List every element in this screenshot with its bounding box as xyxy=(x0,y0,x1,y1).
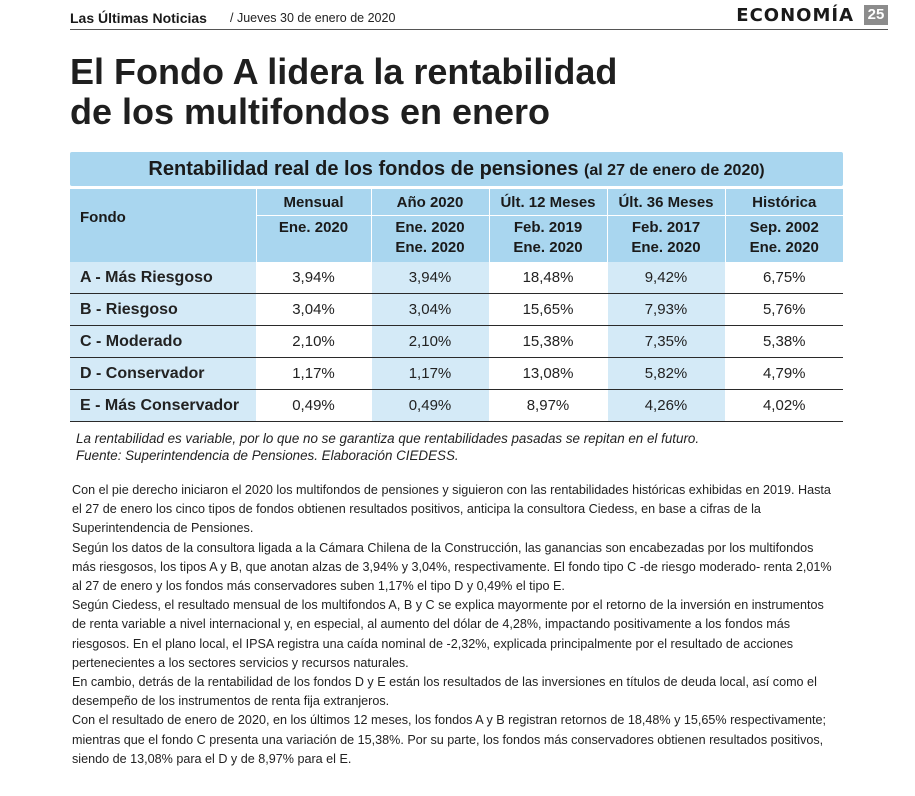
newspaper-name: Las Últimas Noticias xyxy=(70,10,207,26)
table-row: E - Más Conservador 0,49% 0,49% 8,97% 4,… xyxy=(70,389,843,422)
period-end: Ene. 2020 xyxy=(395,239,465,256)
table-title-date: (al 27 de enero de 2020) xyxy=(584,162,765,179)
fund-name: A - Más Riesgoso xyxy=(70,262,256,294)
returns-table: Fondo Mensual Año 2020 Últ. 12 Meses Últ… xyxy=(70,189,843,422)
table-title-main: Rentabilidad real de los fondos de pensi… xyxy=(148,158,579,180)
cell-ult-36-meses: 4,26% xyxy=(606,389,725,422)
table-row: C - Moderado 2,10% 2,10% 15,38% 7,35% 5,… xyxy=(70,325,843,358)
issue-date: / Jueves 30 de enero de 2020 xyxy=(230,11,396,25)
fund-name: E - Más Conservador xyxy=(70,389,256,422)
cell-mensual: 2,10% xyxy=(255,325,371,358)
period-end: Ene. 2020 xyxy=(631,239,701,256)
header-ano-2020: Año 2020 xyxy=(370,189,489,216)
cell-ult-12-meses: 15,38% xyxy=(488,325,607,358)
article-paragraph: Con el pie derecho iniciaron el 2020 los… xyxy=(72,483,831,536)
period-start: Feb. 2019 xyxy=(513,219,583,236)
cell-historica: 4,79% xyxy=(724,357,843,390)
cell-ult-36-meses: 7,93% xyxy=(606,293,725,326)
cell-historica: 4,02% xyxy=(724,389,843,422)
headline-line-2: de los multifondos en enero xyxy=(70,91,551,132)
cell-ult-36-meses: 7,35% xyxy=(606,325,725,358)
cell-ult-12-meses: 13,08% xyxy=(488,357,607,390)
article-paragraph: Con el resultado de enero de 2020, en lo… xyxy=(72,713,826,766)
header-historica: Histórica xyxy=(724,189,843,216)
article-paragraph: Según los datos de la consultora ligada … xyxy=(72,540,832,594)
period-start: Feb. 2017 xyxy=(631,219,701,236)
header-mensual: Mensual xyxy=(255,189,371,216)
cell-ult-36-meses: 5,82% xyxy=(606,357,725,390)
cell-ano-2020: 3,94% xyxy=(370,262,489,294)
table-notes: La rentabilidad es variable, por lo que … xyxy=(76,430,856,464)
cell-ano-2020: 1,17% xyxy=(370,357,489,390)
period-ult-36-meses: Feb. 2017 Ene. 2020 xyxy=(606,215,725,262)
period-ult-12-meses: Feb. 2019 Ene. 2020 xyxy=(488,215,607,262)
cell-mensual: 3,04% xyxy=(255,293,371,326)
fund-name: C - Moderado xyxy=(70,325,256,358)
section-name: ECONOMÍA xyxy=(736,5,854,26)
fund-name: B - Riesgoso xyxy=(70,293,256,326)
headline: El Fondo A lidera la rentabilidad de los… xyxy=(70,52,870,132)
page-number: 25 xyxy=(864,5,888,25)
cell-ult-36-meses: 9,42% xyxy=(606,262,725,294)
cell-historica: 6,75% xyxy=(724,262,843,294)
period-start: Ene. 2020 xyxy=(278,219,349,236)
source-note: Fuente: Superintendencia de Pensiones. E… xyxy=(76,448,459,463)
cell-mensual: 1,17% xyxy=(255,357,371,390)
period-start: Sep. 2002 xyxy=(749,219,819,236)
table-period-row: Ene. 2020 Ene. 2020 Ene. 2020 Feb. 2019 En… xyxy=(70,215,843,262)
cell-ano-2020: 2,10% xyxy=(370,325,489,358)
returns-table-box: Rentabilidad real de los fondos de pensi… xyxy=(70,152,843,422)
article-body: Con el pie derecho iniciaron el 2020 los… xyxy=(72,481,832,769)
cell-historica: 5,76% xyxy=(724,293,843,326)
headline-line-1: El Fondo A lidera la rentabilidad xyxy=(70,51,618,92)
disclaimer-note: La rentabilidad es variable, por lo que … xyxy=(76,431,700,446)
period-mensual: Ene. 2020 xyxy=(255,215,371,262)
cell-historica: 5,38% xyxy=(724,325,843,358)
cell-mensual: 3,94% xyxy=(255,262,371,294)
table-title: Rentabilidad real de los fondos de pensi… xyxy=(70,152,843,186)
cell-ult-12-meses: 8,97% xyxy=(488,389,607,422)
fund-name: D - Conservador xyxy=(70,357,256,390)
cell-ult-12-meses: 18,48% xyxy=(488,262,607,294)
table-row: D - Conservador 1,17% 1,17% 13,08% 5,82%… xyxy=(70,357,843,390)
article-paragraph: En cambio, detrás de la rentabilidad de … xyxy=(72,675,817,709)
table-row: A - Más Riesgoso 3,94% 3,94% 18,48% 9,42… xyxy=(70,262,843,294)
article-paragraph: Según Ciedess, el resultado mensual de l… xyxy=(72,598,824,670)
cell-ano-2020: 3,04% xyxy=(370,293,489,326)
header-fondo: Fondo xyxy=(70,189,256,262)
period-ano-2020: Ene. 2020 Ene. 2020 xyxy=(370,215,489,262)
cell-mensual: 0,49% xyxy=(255,389,371,422)
header-ult-12-meses: Últ. 12 Meses xyxy=(488,189,607,216)
table-header-row: Fondo Mensual Año 2020 Últ. 12 Meses Últ… xyxy=(70,189,843,262)
header-ult-36-meses: Últ. 36 Meses xyxy=(606,189,725,216)
masthead: Las Últimas Noticias / Jueves 30 de ener… xyxy=(70,5,888,30)
period-historica: Sep. 2002 Ene. 2020 xyxy=(724,215,843,262)
period-start: Ene. 2020 xyxy=(395,219,465,236)
table-row: B - Riesgoso 3,04% 3,04% 15,65% 7,93% 5,… xyxy=(70,293,843,326)
period-end: Ene. 2020 xyxy=(749,239,819,256)
period-end: Ene. 2020 xyxy=(513,239,583,256)
cell-ult-12-meses: 15,65% xyxy=(488,293,607,326)
cell-ano-2020: 0,49% xyxy=(370,389,489,422)
